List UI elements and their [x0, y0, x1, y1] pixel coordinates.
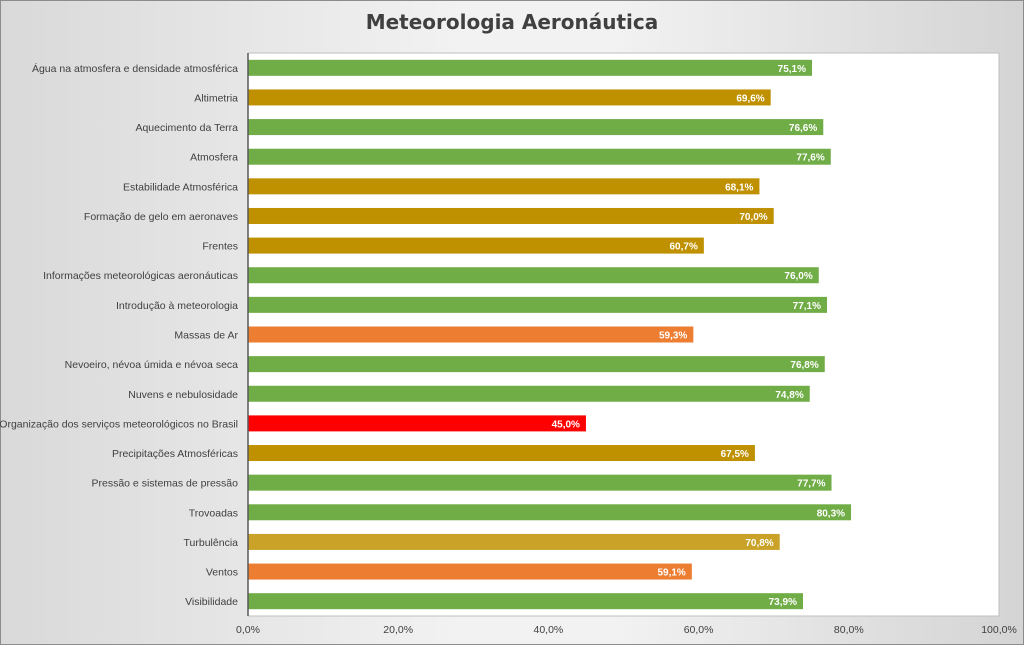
data-label: 76,8%: [790, 360, 818, 371]
data-label: 59,3%: [659, 331, 687, 342]
category-label: Massas de Ar: [174, 330, 238, 342]
data-label: 76,0%: [784, 271, 812, 282]
bar: [248, 504, 852, 521]
bar: [248, 296, 828, 313]
bar: [248, 89, 771, 106]
bar: [248, 356, 825, 373]
bar: [248, 385, 810, 402]
x-tick-label: 40,0%: [534, 624, 564, 636]
x-tick-label: 20,0%: [383, 624, 413, 636]
x-tick-label: 80,0%: [834, 624, 864, 636]
bar: [248, 119, 824, 136]
bar: [248, 207, 774, 224]
category-label: Introdução à meteorologia: [116, 300, 238, 312]
data-label: 77,7%: [797, 479, 825, 490]
bar: [248, 148, 831, 165]
data-label: 70,8%: [745, 538, 773, 549]
bar: [248, 533, 780, 550]
category-label: Visibilidade: [185, 596, 238, 608]
data-label: 45,0%: [552, 419, 580, 430]
data-label: 75,1%: [778, 64, 806, 75]
category-label: Nuvens e nebulosidade: [128, 389, 238, 401]
category-label: Formação de gelo em aeronaves: [84, 211, 238, 223]
bar: [248, 178, 760, 195]
category-label: Aquecimento da Terra: [135, 122, 238, 134]
category-label: Nevoeiro, névoa úmida e névoa seca: [65, 359, 239, 371]
category-label: Ventos: [206, 567, 238, 579]
data-label: 69,6%: [736, 93, 764, 104]
data-label: 60,7%: [669, 242, 697, 253]
data-label: 76,6%: [789, 123, 817, 134]
bar: [248, 474, 832, 491]
category-label: Água na atmosfera e densidade atmosféric…: [32, 62, 238, 75]
data-label: 77,1%: [793, 301, 821, 312]
category-label: Atmosfera: [190, 152, 238, 164]
x-tick-label: 100,0%: [981, 624, 1017, 636]
bar: [248, 563, 692, 580]
category-label: Estabilidade Atmosférica: [123, 181, 238, 193]
data-label: 80,3%: [817, 508, 845, 519]
data-label: 68,1%: [725, 182, 753, 193]
bar: [248, 267, 819, 284]
category-label: Pressão e sistemas de pressão: [92, 478, 239, 490]
category-label: Organização dos serviços meteorológicos …: [0, 418, 238, 430]
category-label: Precipitações Atmosféricas: [112, 448, 238, 460]
bar: [248, 326, 694, 343]
bar: [248, 445, 755, 462]
data-label: 74,8%: [775, 390, 803, 401]
data-label: 67,5%: [721, 449, 749, 460]
x-tick-label: 60,0%: [684, 624, 714, 636]
bar: [248, 237, 704, 254]
category-label: Trovoadas: [189, 507, 238, 519]
data-label: 70,0%: [739, 212, 767, 223]
data-label: 59,1%: [657, 568, 685, 579]
bar: [248, 593, 803, 610]
bar: [248, 59, 813, 76]
category-label: Informações meteorológicas aeronáuticas: [43, 270, 238, 282]
data-label: 77,6%: [796, 153, 824, 164]
data-label: 73,9%: [769, 597, 797, 608]
category-label: Turbulência: [184, 537, 239, 549]
category-label: Frentes: [202, 241, 238, 253]
category-label: Altimetria: [194, 92, 238, 104]
bar: [248, 415, 586, 432]
x-tick-label: 0,0%: [236, 624, 260, 636]
chart-title: Meteorologia Aeronáutica: [365, 10, 659, 34]
